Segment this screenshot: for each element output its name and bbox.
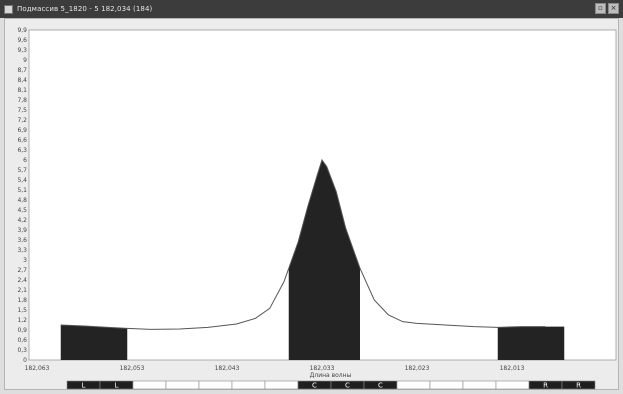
- y-tick-label: 5,1: [17, 187, 27, 194]
- y-tick-label: 0,6: [17, 337, 27, 344]
- y-tick-label: 2,1: [17, 287, 27, 294]
- band-cell-label: C: [345, 382, 350, 390]
- spectrum-chart: 0 0,3 0,6 0,9 1,2 1,5 1,8 2,1 2,4 2,7 3 3,3 3,6 3,9 4,…: [17, 27, 617, 390]
- y-tick-label: 6,9: [17, 127, 27, 134]
- band-cell-label: R: [576, 382, 581, 390]
- close-button[interactable]: ×: [608, 3, 619, 14]
- y-tick-label: 9: [23, 57, 27, 64]
- spectrum-line: [60, 158, 546, 330]
- y-tick-label: 0: [23, 357, 27, 364]
- y-tick-label: 4,5: [17, 207, 27, 214]
- y-tick-label: 6,6: [17, 137, 27, 144]
- band-cell: [198, 380, 233, 390]
- y-tick-label: 5,7: [17, 167, 27, 174]
- x-tick-label: 182,023: [405, 365, 430, 372]
- y-tick-label: 1,8: [17, 297, 27, 304]
- y-tick-label: 2,4: [17, 277, 27, 284]
- y-tick-label: 5,4: [17, 177, 27, 184]
- band-cell: [165, 380, 200, 390]
- y-tick-label: 9,3: [17, 47, 27, 54]
- x-tick-label: 182,033: [310, 365, 335, 372]
- y-tick-label: 8,4: [17, 77, 27, 84]
- y-tick-label: 1,2: [17, 317, 27, 324]
- shaded-region-C: [288, 160, 360, 360]
- window-title: Подмассив 5_1820 - 5 182,034 (184): [17, 5, 153, 13]
- y-tick-label: 3,6: [17, 237, 27, 244]
- band-cell: [429, 380, 464, 390]
- band-cell: [132, 380, 167, 390]
- y-tick-label: 8,1: [17, 87, 27, 94]
- y-tick-label: 6: [23, 157, 27, 164]
- chart-frame: 0 0,3 0,6 0,9 1,2 1,5 1,8 2,1 2,4 2,7 3 3,3 3,6 3,9 4,…: [4, 18, 619, 390]
- band-cell: [231, 380, 266, 390]
- y-tick-label: 7,2: [17, 117, 27, 124]
- x-tick-label: 182,063: [25, 365, 50, 372]
- band-cell: [561, 380, 596, 390]
- band-cell: [495, 380, 530, 390]
- app-icon: [4, 4, 13, 14]
- y-tick-label: 4,8: [17, 197, 27, 204]
- y-tick-label: 3,9: [17, 227, 27, 234]
- y-tick-label: 2,7: [17, 267, 27, 274]
- y-tick-label: 9,6: [17, 37, 27, 44]
- band-cell-label: R: [543, 382, 548, 390]
- band-cell-label: C: [312, 382, 317, 390]
- x-tick-label: 182,013: [500, 365, 525, 372]
- band-cell: [396, 380, 431, 390]
- y-tick-label: 1,5: [17, 307, 27, 314]
- band-cell-label: L: [82, 382, 86, 390]
- y-tick-label: 4,2: [17, 217, 27, 224]
- y-tick-label: 7,8: [17, 97, 27, 104]
- band-cell: [264, 380, 299, 390]
- restore-button[interactable]: ▫: [595, 3, 606, 14]
- y-tick-label: 9,9: [17, 27, 27, 34]
- band-cell-label: C: [378, 382, 383, 390]
- title-bar: Подмассив 5_1820 - 5 182,034 (184) ▫ ×: [0, 0, 623, 18]
- x-tick-label: 182,043: [215, 365, 240, 372]
- y-tick-label: 7,5: [17, 107, 27, 114]
- band-cell: [462, 380, 497, 390]
- x-tick-label: 182,053: [120, 365, 145, 372]
- y-tick-label: 0,9: [17, 327, 27, 334]
- y-tick-label: 0,3: [17, 347, 27, 354]
- y-tick-label: 3: [23, 257, 27, 264]
- y-tick-label: 6,3: [17, 147, 27, 154]
- x-axis-label: Длина волны: [310, 372, 352, 379]
- band-cell-label: L: [115, 382, 119, 390]
- shaded-region-R: [497, 326, 565, 360]
- y-tick-label: 3,3: [17, 247, 27, 254]
- y-tick-label: 8,7: [17, 67, 27, 74]
- shaded-region-L: [60, 325, 128, 360]
